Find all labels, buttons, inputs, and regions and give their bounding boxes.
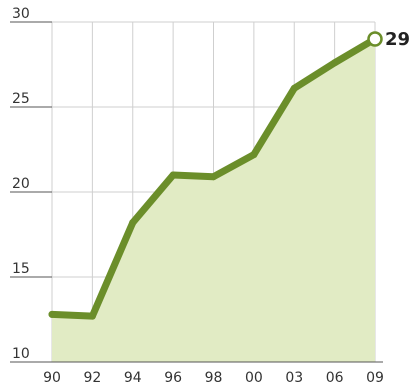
- ytick-label-15: 15: [12, 261, 30, 277]
- data-point-06: [331, 59, 339, 67]
- ytick-label-10: 10: [12, 346, 30, 362]
- xtick-label-03: 03: [285, 370, 303, 386]
- data-point-94: [129, 219, 137, 227]
- xtick-label-00: 00: [245, 370, 263, 386]
- end-value-label: 29: [385, 29, 410, 50]
- marker-layer: [48, 31, 383, 320]
- data-point-92: [88, 312, 96, 320]
- data-point-90: [48, 310, 56, 318]
- ytick-label-30: 30: [12, 6, 30, 22]
- xtick-label-98: 98: [205, 370, 223, 386]
- xtick-label-90: 90: [43, 370, 61, 386]
- data-point-00: [250, 151, 258, 159]
- xtick-label-96: 96: [164, 370, 182, 386]
- area-fill-layer: [52, 39, 375, 362]
- end-point-marker: [367, 31, 383, 47]
- data-point-96: [169, 171, 177, 179]
- data-point-03: [290, 84, 298, 92]
- xtick-label-09: 09: [366, 370, 384, 386]
- ytick-label-25: 25: [12, 91, 30, 107]
- axes: [10, 21, 383, 363]
- ytick-label-20: 20: [12, 176, 30, 192]
- tick-labels: 29 10 15 20 25 30 90 92 94 96 98 00 03 06 09: [12, 6, 410, 386]
- area-fill: [52, 39, 375, 362]
- xtick-label-06: 06: [326, 370, 344, 386]
- xtick-label-92: 92: [83, 370, 101, 386]
- data-point-98: [210, 173, 217, 181]
- xtick-label-94: 94: [124, 370, 142, 386]
